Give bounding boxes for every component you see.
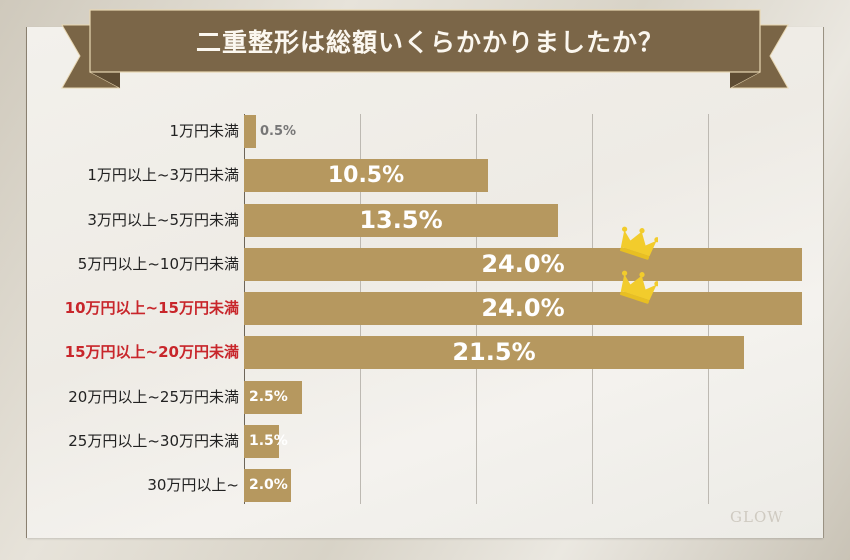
title-ribbon: [61, 9, 789, 89]
value-label: 2.5%: [249, 389, 288, 405]
crown-icon: [618, 226, 660, 264]
value-label: 0.5%: [260, 124, 297, 139]
value-label: 24.0%: [481, 294, 565, 322]
value-label: 1.5%: [249, 433, 288, 449]
category-label: 30万円以上~: [147, 476, 239, 494]
category-label: 15万円以上~20万円未満: [64, 343, 239, 361]
bar: [244, 292, 802, 325]
category-label: 1万円以上~3万円未満: [87, 166, 239, 184]
category-label: 20万円以上~25万円未満: [68, 388, 239, 406]
value-label: 13.5%: [359, 206, 443, 234]
glow-logo: GLOW: [730, 508, 784, 526]
crown-icon: [618, 270, 660, 308]
bar: [244, 159, 488, 192]
bar: [244, 336, 744, 369]
category-label: 5万円以上~10万円未満: [77, 255, 239, 273]
bar: [244, 469, 291, 502]
category-label: 3万円以上~5万円未満: [87, 211, 239, 229]
category-label: 10万円以上~15万円未満: [64, 299, 239, 317]
category-label: 25万円以上~30万円未満: [68, 432, 239, 450]
bar: [244, 248, 802, 281]
value-label: 10.5%: [327, 163, 405, 188]
value-label: 2.0%: [249, 477, 288, 493]
bar: [244, 115, 256, 148]
bar: [244, 425, 279, 458]
category-label: 1万円未満: [169, 122, 239, 140]
chart-title: 二重整形は総額いくらかかりましたか？: [195, 28, 664, 57]
value-label: 21.5%: [452, 338, 536, 366]
chart-card: [27, 27, 823, 538]
bar: [244, 381, 302, 414]
bar: [244, 204, 558, 237]
value-label: 24.0%: [481, 250, 565, 278]
